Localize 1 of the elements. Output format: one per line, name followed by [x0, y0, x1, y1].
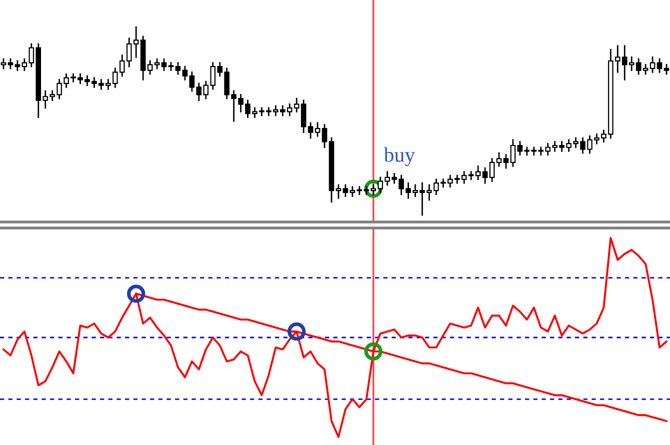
- annotation: buy: [384, 147, 416, 166]
